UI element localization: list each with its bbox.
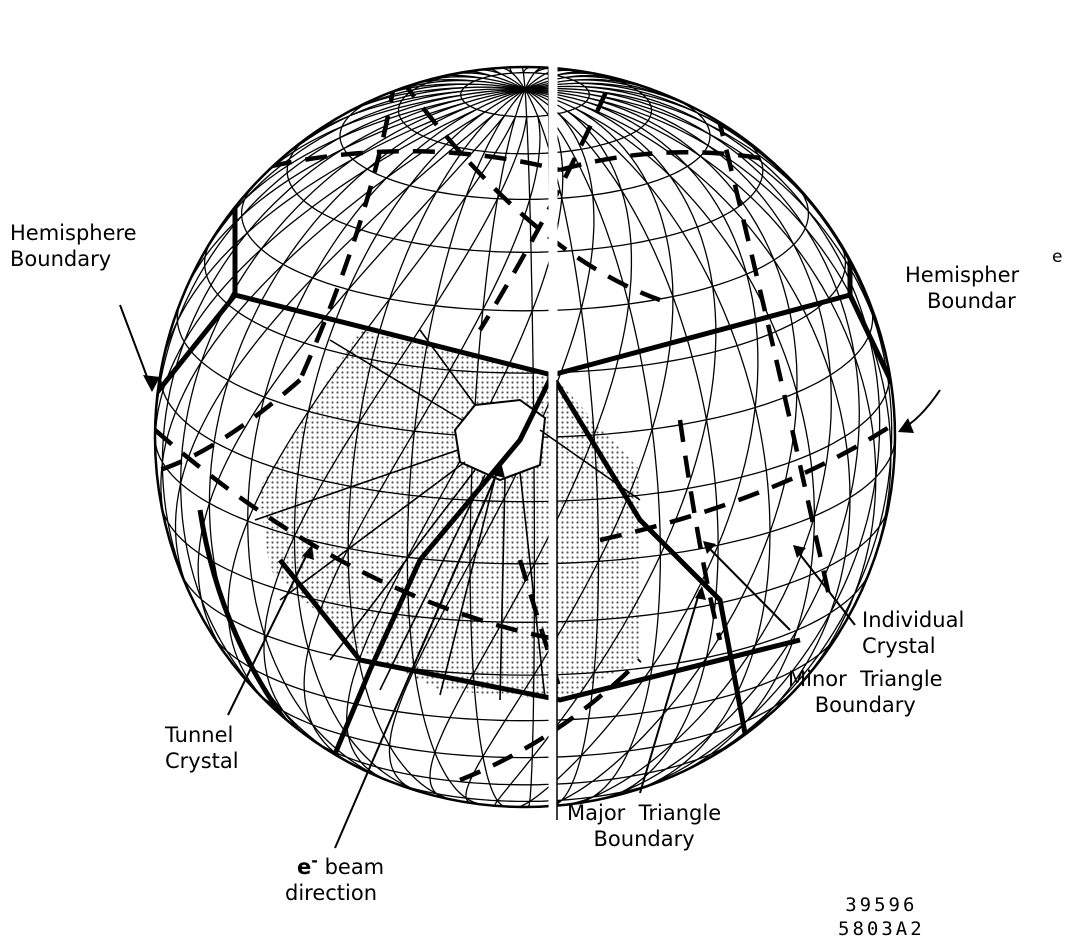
tunnel-crystal-lines bbox=[254, 329, 641, 701]
label-line: Boundary bbox=[593, 827, 695, 851]
label-minor-triangle-boundary: Minor Triangle Boundary bbox=[788, 666, 943, 718]
label-line: Crystal bbox=[862, 634, 936, 658]
label-line: Hemisphere bbox=[10, 221, 137, 245]
grid-line bbox=[535, 97, 798, 807]
grid-line bbox=[247, 88, 526, 787]
label-line: Boundary bbox=[10, 247, 112, 271]
grid-line bbox=[208, 628, 841, 722]
label-fragment: e bbox=[1052, 247, 1063, 267]
grid-line bbox=[346, 114, 564, 786]
beam-opening bbox=[453, 398, 547, 482]
label-line: Individual bbox=[862, 608, 965, 632]
label-line: Crystal bbox=[165, 749, 239, 773]
label-line: Hemispher bbox=[905, 263, 1020, 287]
label-line: Major Triangle bbox=[567, 801, 722, 825]
grid-line bbox=[197, 115, 506, 666]
grid-line bbox=[177, 102, 466, 310]
grid-line bbox=[524, 89, 600, 807]
grid-line bbox=[159, 105, 471, 379]
arrow-heads bbox=[143, 375, 914, 600]
grid-line bbox=[465, 107, 674, 805]
grid-line bbox=[581, 89, 860, 804]
grid-line bbox=[160, 111, 486, 541]
label-hemisphere-boundary-right-e: e bbox=[1052, 244, 1062, 270]
grid-line bbox=[406, 88, 526, 806]
grid-line bbox=[524, 89, 536, 807]
label-line: Tunnel bbox=[165, 723, 234, 747]
figure-code-line-2: 5803A2 bbox=[838, 918, 925, 940]
grid-line bbox=[524, 88, 877, 716]
label-individual-crystal: Individual Crystal bbox=[862, 607, 964, 659]
beam-line-2: direction bbox=[285, 881, 378, 905]
grid-line bbox=[263, 116, 528, 750]
grid-line bbox=[161, 88, 526, 653]
grid-line bbox=[494, 104, 717, 807]
grid-line bbox=[524, 88, 816, 782]
beam-line-1: e- beam bbox=[285, 848, 384, 880]
grid-line bbox=[203, 233, 847, 374]
figure-code-line-1: 39596 bbox=[845, 894, 918, 916]
beam-superscript: - bbox=[311, 851, 318, 870]
grid-line bbox=[524, 88, 851, 760]
label-line: Boundar bbox=[927, 289, 1016, 313]
grid-line bbox=[555, 93, 832, 806]
grid-line bbox=[469, 89, 526, 807]
grid-line bbox=[388, 113, 595, 794]
beam-symbol: e bbox=[297, 855, 312, 879]
label-beam-direction: e- beam direction bbox=[285, 848, 384, 906]
sphere-outline bbox=[153, 65, 897, 809]
major-triangle-boundaries bbox=[155, 67, 895, 791]
grid-line bbox=[293, 88, 526, 798]
grid-line bbox=[174, 113, 495, 607]
label-major-triangle-boundary: Major Triangle Boundary bbox=[567, 800, 721, 852]
label-line: Boundary bbox=[814, 693, 916, 717]
grid-line bbox=[227, 116, 517, 716]
label-hemisphere-boundary-right: Hemispher Boundar bbox=[905, 262, 1019, 314]
label-hemisphere-boundary-left: Hemisphere Boundary bbox=[10, 220, 137, 272]
grid-line bbox=[303, 732, 746, 786]
label-tunnel-crystal: Tunnel Crystal bbox=[165, 722, 239, 774]
grid-line bbox=[524, 88, 892, 618]
grid-line bbox=[155, 108, 478, 461]
figure-code: 39596 5803A2 bbox=[838, 893, 925, 941]
grid-line bbox=[524, 88, 662, 805]
grid-line bbox=[515, 101, 759, 807]
grid-line bbox=[524, 88, 719, 802]
beam-word: beam bbox=[317, 855, 385, 879]
shaded-crystal-region bbox=[258, 330, 640, 700]
label-line: Minor Triangle bbox=[788, 667, 943, 691]
